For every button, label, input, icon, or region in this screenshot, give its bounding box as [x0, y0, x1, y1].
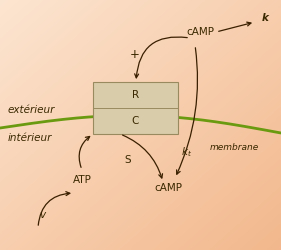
FancyArrowPatch shape: [123, 135, 162, 178]
Text: cAMP: cAMP: [186, 27, 214, 37]
FancyArrowPatch shape: [38, 192, 70, 225]
FancyArrowPatch shape: [135, 37, 187, 78]
FancyArrowPatch shape: [79, 136, 90, 168]
Text: membrane: membrane: [210, 144, 259, 152]
FancyArrowPatch shape: [176, 48, 198, 174]
Text: ATP: ATP: [72, 175, 91, 185]
Text: k: k: [262, 13, 268, 23]
Text: R: R: [132, 90, 139, 100]
Text: intérieur: intérieur: [8, 133, 52, 143]
Bar: [93, 82, 178, 134]
Text: v: v: [39, 210, 45, 220]
Text: $k_t$: $k_t$: [182, 145, 192, 159]
Text: +: +: [130, 48, 140, 62]
Text: cAMP: cAMP: [154, 183, 182, 193]
FancyArrowPatch shape: [219, 22, 251, 31]
Text: C: C: [132, 116, 139, 126]
Text: extérieur: extérieur: [8, 105, 55, 115]
Text: S: S: [125, 155, 131, 165]
